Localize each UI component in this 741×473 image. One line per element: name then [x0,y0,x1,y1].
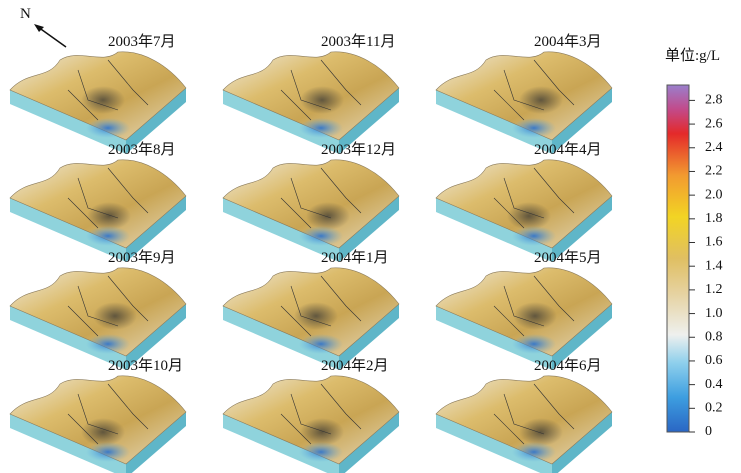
surface-low [86,442,130,462]
surface-low [86,334,130,354]
surface-shade [93,302,137,330]
colorbar [667,85,689,432]
surface-low [299,226,343,246]
map-panel: 2003年11月 [223,33,399,154]
map-panel: 2004年5月 [436,249,612,370]
colorbar-tick-label: 0.4 [705,377,723,392]
map-panel: 2003年8月 [10,141,186,262]
surface-shade [519,418,563,446]
colorbar-tick-label: 1.6 [705,235,723,250]
panel-label: 2003年9月 [108,249,176,266]
surface-low [86,226,130,246]
panel-label: 2003年7月 [108,33,176,50]
surface-shade [519,86,563,114]
map-panel: 2004年1月 [223,249,399,370]
map-panel: 2003年12月 [223,141,399,262]
panel-label: 2003年8月 [108,141,176,158]
panels: 2003年7月 2003年8月 2003年9月 2003年10月 2003年11月 200… [10,33,612,473]
colorbar-tick-label: 2.8 [705,93,723,108]
map-panel: 2003年9月 [10,249,186,370]
colorbar-tick-label: 0.8 [705,329,723,344]
surface-shade [300,86,344,114]
surface-low [299,442,343,462]
colorbar-tick-label: 1.8 [705,211,723,226]
map-panel: 2003年7月 [10,33,186,154]
surface-low [299,334,343,354]
surface-low [86,118,130,138]
panel-label: 2004年2月 [321,357,389,374]
colorbar-tick-label: 2.6 [705,116,723,131]
north-label: N [20,6,31,22]
surface-shade [513,302,557,330]
colorbar-title: 单位:g/L [665,47,720,64]
colorbar-tick-label: 0 [705,424,712,439]
panel-label: 2004年4月 [534,141,602,158]
panel-label: 2003年12月 [321,141,396,158]
panel-label: 2003年10月 [108,357,183,374]
colorbar-tick-label: 1.4 [705,258,723,273]
colorbar-tick-label: 0.6 [705,353,723,368]
surface-shade [306,202,350,230]
colorbar-tick-label: 1.2 [705,282,723,297]
map-panel: 2004年2月 [223,357,399,473]
colorbar-ticks: 0 0.2 0.4 0.6 0.8 1.0 1.2 1.4 1.6 1.8 2.0 2.2 2.4 2.6… [689,93,723,440]
surface-shade [300,418,344,446]
panel-label: 2004年3月 [534,33,602,50]
north-arrow [38,27,66,47]
map-panel: 2004年6月 [436,357,612,473]
panel-label: 2003年11月 [321,33,395,50]
map-panel: 2003年10月 [10,357,186,473]
colorbar-tick-label: 1.0 [705,306,723,321]
colorbar-tick-label: 0.2 [705,401,723,416]
panel-label: 2004年5月 [534,249,602,266]
map-panel: 2004年4月 [436,141,612,262]
surface-low [512,226,556,246]
surface-low [512,442,556,462]
map-panel: 2004年3月 [436,33,612,154]
surface-low [512,334,556,354]
surface-low [299,118,343,138]
colorbar-tick-label: 2.0 [705,187,723,202]
panel-label: 2004年1月 [321,249,389,266]
panel-label: 2004年6月 [534,357,602,374]
surface-shade [87,202,131,230]
figure: N 单位:g/L 2003年7月2003年8月2003年9月2003年10月20… [0,0,741,473]
colorbar-tick-label: 2.4 [705,140,723,155]
colorbar-tick-label: 2.2 [705,164,723,179]
surface-low [512,118,556,138]
